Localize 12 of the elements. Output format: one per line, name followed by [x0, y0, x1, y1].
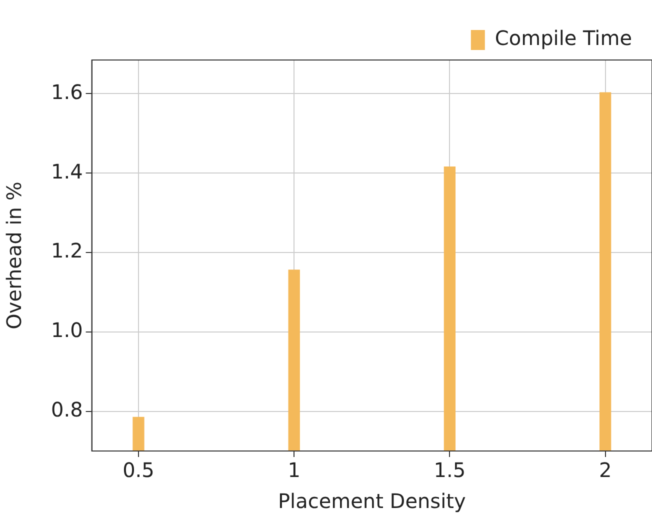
y-tick-label: 1.2 [50, 238, 83, 263]
legend-label: Compile Time [494, 26, 632, 50]
y-tick-label: 1.6 [50, 80, 83, 104]
y-tick-label: 1.0 [50, 318, 83, 342]
y-tick-label: 0.8 [50, 398, 83, 422]
x-axis-title: Placement Density [278, 489, 466, 514]
x-tick-label: 1 [288, 458, 300, 482]
y-axis-title: Overhead in % [2, 182, 26, 330]
x-tick-label: 0.5 [122, 458, 154, 482]
y-tick-label: 1.4 [50, 159, 83, 184]
x-tick-label: 1.5 [434, 458, 466, 482]
x-tick-label: 2 [598, 458, 612, 482]
